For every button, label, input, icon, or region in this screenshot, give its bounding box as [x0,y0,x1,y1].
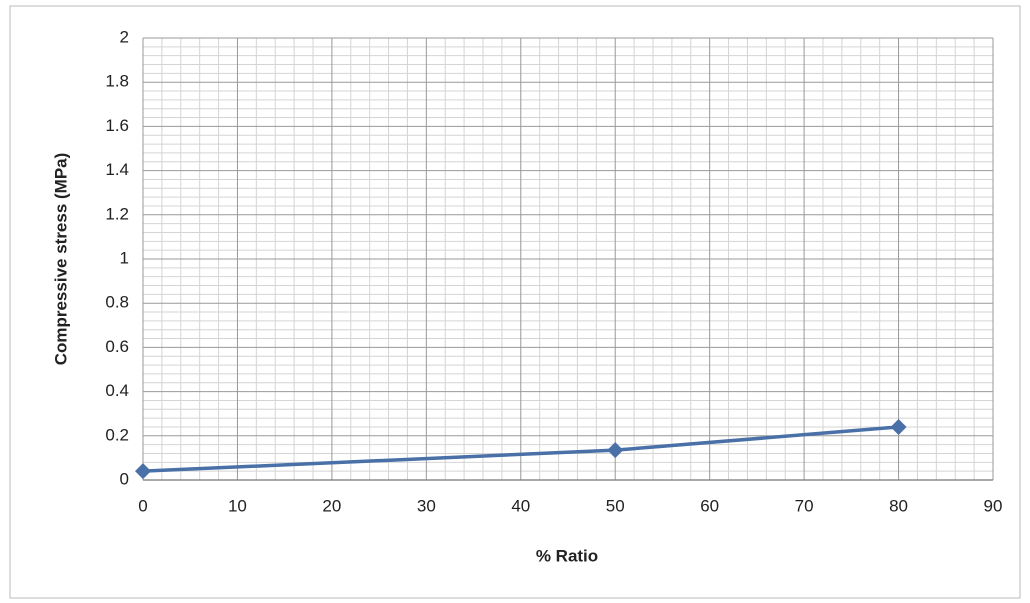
y-tick-label: 1 [120,248,129,267]
x-tick-label: 30 [417,496,436,515]
y-tick-label: 1.6 [105,116,129,135]
x-tick-label: 0 [138,496,147,515]
data-point [135,463,151,480]
x-tick-label: 90 [984,496,1003,515]
y-tick-label: 2 [120,27,129,46]
x-tick-label: 70 [795,496,814,515]
y-tick-label: 1.4 [105,160,129,179]
x-tick-label: 50 [606,496,625,515]
y-tick-label: 0.6 [105,337,129,356]
y-tick-label: 0 [120,469,129,488]
x-tick-label: 10 [228,496,247,515]
y-tick-label: 0.2 [105,425,129,444]
chart-frame [9,5,1021,599]
y-tick-label: 0.4 [105,381,129,400]
x-tick-label: 60 [700,496,719,515]
x-tick-label: 80 [889,496,908,515]
y-tick-label: 1.2 [105,204,129,223]
y-tick-label: 1.8 [105,72,129,91]
data-point [607,442,624,459]
y-axis-title: Compressive stress (MPa) [51,153,70,366]
x-axis-title: % Ratio [536,546,598,565]
data-point [890,418,907,435]
y-tick-label: 0.8 [105,293,129,312]
x-tick-label: 20 [322,496,341,515]
x-tick-label: 40 [511,496,530,515]
